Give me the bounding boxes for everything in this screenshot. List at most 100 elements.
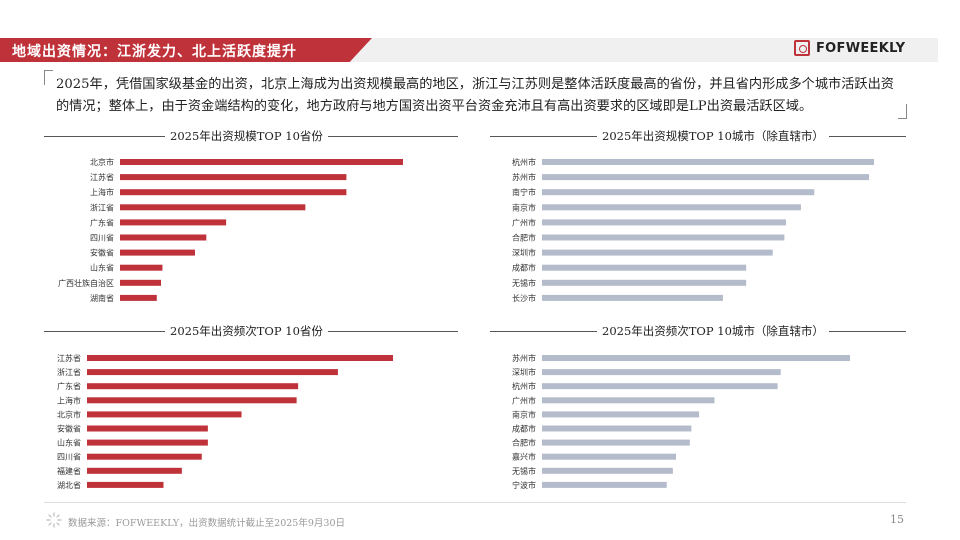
bar	[87, 383, 299, 390]
bar	[542, 453, 676, 460]
category-label: 江苏省	[90, 172, 114, 182]
bar	[87, 355, 393, 361]
footer-rule	[44, 502, 906, 503]
category-label: 长沙市	[512, 293, 536, 303]
category-label: 上海市	[57, 395, 81, 405]
bar	[542, 279, 747, 286]
sunburst-icon	[46, 512, 62, 528]
category-label: 成都市	[512, 263, 536, 273]
quote-bracket-open	[44, 70, 53, 85]
category-label: 上海市	[90, 187, 114, 197]
bar	[120, 174, 347, 181]
category-label: 南京市	[512, 409, 536, 419]
bar	[87, 481, 164, 488]
category-label: 福建省	[57, 466, 81, 476]
bar	[120, 159, 403, 165]
bar	[542, 411, 700, 418]
bar	[542, 204, 801, 211]
chart-title-frequency-province: 2025年出资频次TOP 10省份	[165, 323, 328, 339]
title-banner	[0, 38, 372, 62]
page-number: 15	[890, 513, 904, 526]
bar	[120, 234, 207, 241]
quote-bracket-close	[898, 104, 907, 119]
category-label: 苏州市	[512, 353, 536, 363]
bar	[87, 439, 208, 446]
bar	[120, 219, 227, 226]
bar	[87, 397, 297, 404]
bar	[120, 189, 347, 196]
bar	[87, 467, 182, 474]
bar	[120, 249, 195, 256]
category-label: 安徽省	[90, 248, 114, 258]
bar	[542, 369, 781, 376]
category-label: 广东省	[90, 217, 114, 227]
category-label: 嘉兴市	[512, 452, 536, 462]
category-label: 四川省	[90, 233, 114, 243]
bar	[542, 383, 778, 390]
logo-text: FOFWEEKLY	[816, 40, 906, 56]
bar	[87, 453, 202, 460]
chart-title-scale-city: 2025年出资规模TOP 10城市（除直辖市）	[597, 128, 829, 144]
page-title: 地域出资情况：江浙发力、北上活跃度提升	[12, 44, 297, 60]
bar	[542, 425, 692, 432]
bar	[120, 279, 162, 286]
category-label: 合肥市	[512, 438, 536, 448]
category-label: 苏州市	[512, 172, 536, 182]
bar	[120, 294, 157, 301]
bar	[87, 411, 242, 418]
category-label: 深圳市	[512, 248, 536, 258]
bar	[542, 219, 787, 226]
summary-text: 2025年，凭借国家级基金的出资，北京上海成为出资规模最高的地区，浙江与江苏则是…	[56, 77, 894, 114]
bar	[542, 467, 673, 474]
category-label: 浙江省	[57, 367, 81, 377]
bar	[542, 439, 690, 446]
category-label: 湖南省	[90, 293, 114, 303]
category-label: 山东省	[90, 263, 114, 273]
category-label: 山东省	[57, 438, 81, 448]
category-label: 南宁市	[512, 187, 536, 197]
category-label: 杭州市	[512, 157, 536, 167]
category-label: 四川省	[57, 452, 81, 462]
category-label: 杭州市	[512, 381, 536, 391]
bar	[120, 204, 306, 211]
category-label: 南京市	[512, 202, 536, 212]
chart-title-frequency-city: 2025年出资频次TOP 10城市（除直辖市）	[597, 323, 829, 339]
bar	[542, 174, 870, 181]
category-label: 北京市	[90, 157, 114, 167]
data-source-note: 数据来源：FOFWEEKLY，出资数据统计截止至2025年9月30日	[68, 518, 345, 529]
category-label: 无锡市	[512, 466, 536, 476]
category-label: 广州市	[512, 217, 536, 227]
category-label: 无锡市	[512, 278, 536, 288]
category-label: 广西壮族自治区	[58, 278, 114, 288]
bar	[542, 159, 874, 165]
bar	[87, 369, 338, 376]
bar	[542, 189, 815, 196]
category-label: 湖北省	[57, 480, 81, 490]
bar	[542, 397, 715, 404]
brand-logo: FOFWEEKLY	[794, 40, 905, 56]
category-label: 宁波市	[512, 480, 536, 490]
category-label: 江苏省	[57, 353, 81, 363]
chart-title-scale-province: 2025年出资规模TOP 10省份	[165, 128, 328, 144]
bar	[542, 294, 723, 301]
category-label: 北京市	[57, 409, 81, 419]
bar	[542, 249, 773, 256]
bar	[542, 481, 667, 488]
bar	[542, 234, 785, 241]
logo-mark-icon	[794, 40, 810, 56]
category-label: 成都市	[512, 424, 536, 434]
category-label: 合肥市	[512, 233, 536, 243]
bar	[87, 425, 208, 432]
bar	[542, 355, 850, 361]
bar	[542, 264, 747, 271]
category-label: 浙江省	[90, 202, 114, 212]
category-label: 深圳市	[512, 367, 536, 377]
bar	[120, 264, 163, 271]
category-label: 广州市	[512, 395, 536, 405]
category-label: 安徽省	[57, 424, 81, 434]
category-label: 广东省	[57, 381, 81, 391]
